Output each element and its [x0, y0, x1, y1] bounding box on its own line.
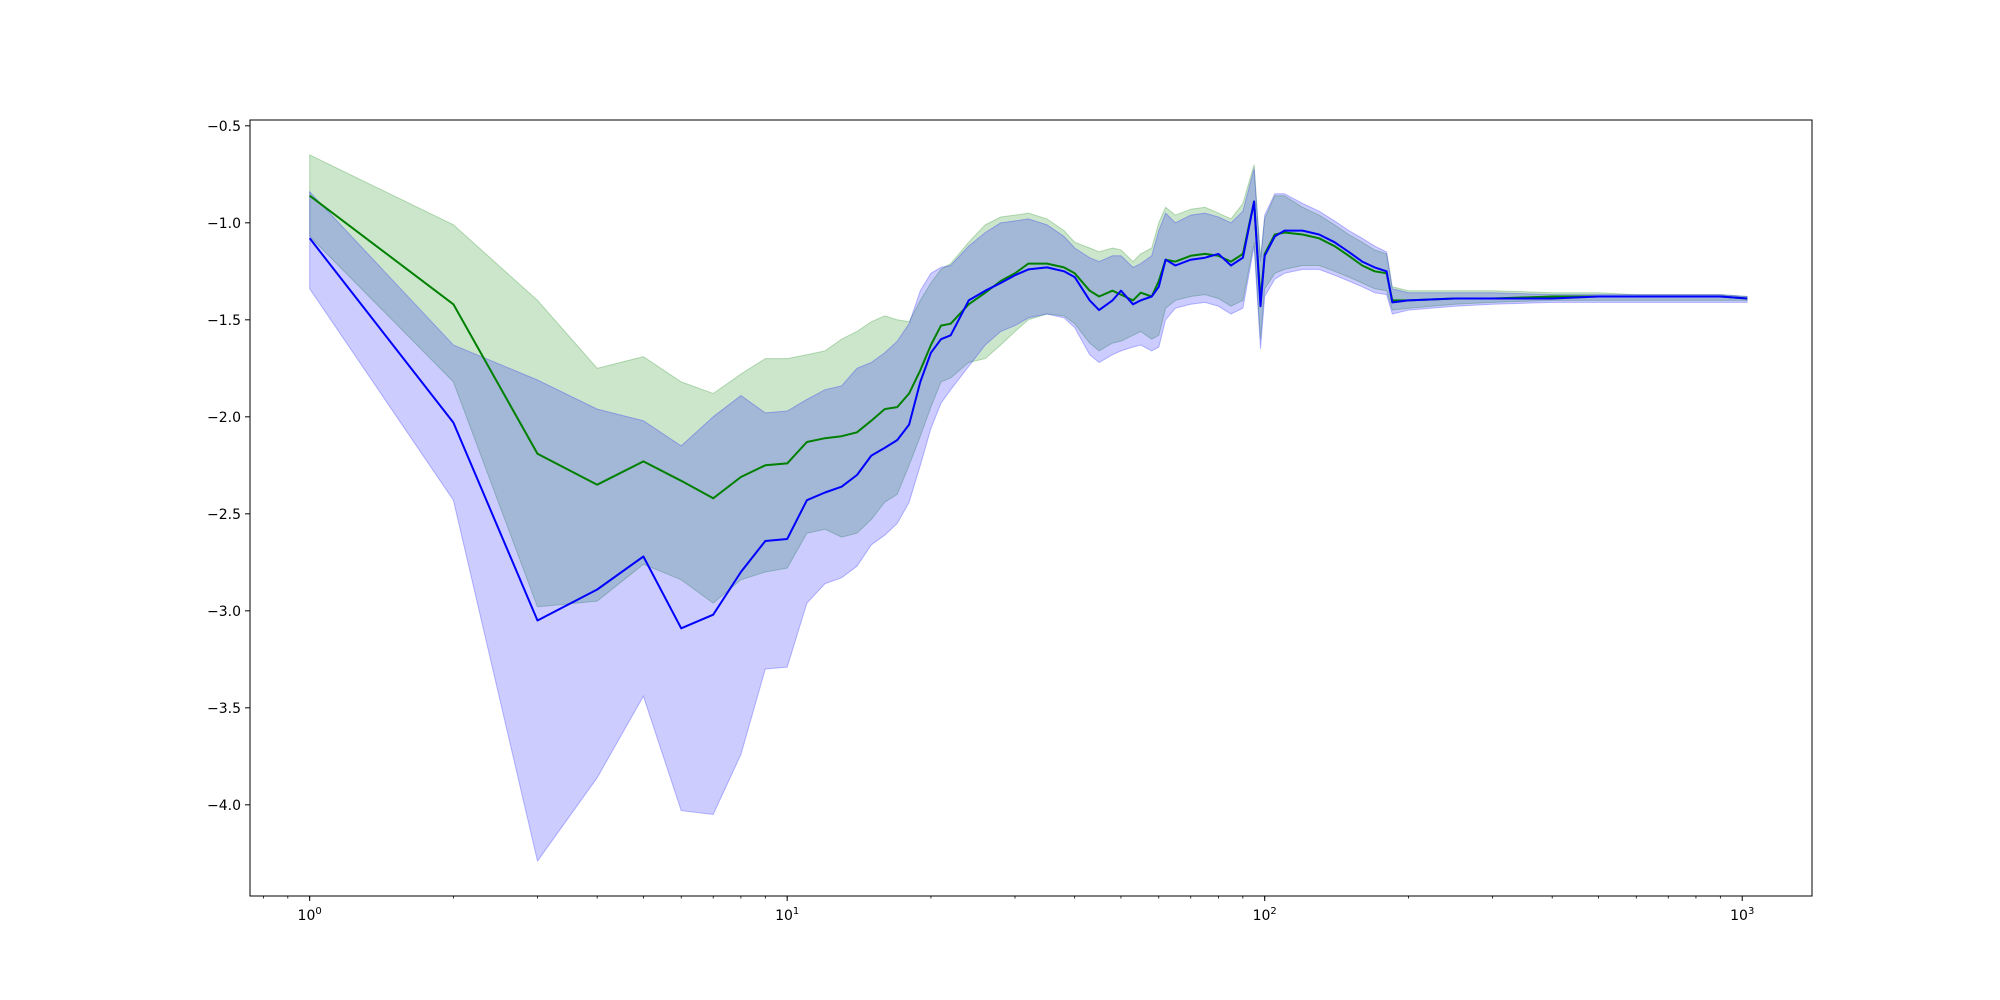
y-axis: −0.5 −1.0 −1.5 −2.0 −2.5 −3.0 −3.5 −4.0	[207, 119, 250, 814]
y-tick-label: −3.0	[207, 604, 241, 620]
band-series-1	[309, 154, 1748, 608]
x-tick-label: 101	[775, 906, 799, 924]
x-tick-label: 102	[1253, 906, 1277, 924]
y-tick-label: −1.5	[207, 313, 241, 329]
y-tick-label: −2.5	[207, 507, 241, 523]
plot-frame	[249, 119, 1813, 897]
band-series-2	[309, 168, 1748, 863]
series-lines	[308, 194, 1748, 630]
y-tick-label: −0.5	[207, 119, 241, 135]
y-tick-label: −3.5	[207, 701, 241, 717]
confidence-bands	[309, 154, 1748, 863]
line-series-2	[308, 200, 1748, 630]
x-axis: 100 101 102 103	[262, 896, 1754, 924]
y-tick-label: −4.0	[207, 798, 241, 814]
y-tick-label: −1.0	[207, 216, 241, 232]
x-tick-label: 100	[298, 906, 322, 924]
y-tick-label: −2.0	[207, 410, 241, 426]
x-tick-label: 103	[1730, 906, 1754, 924]
